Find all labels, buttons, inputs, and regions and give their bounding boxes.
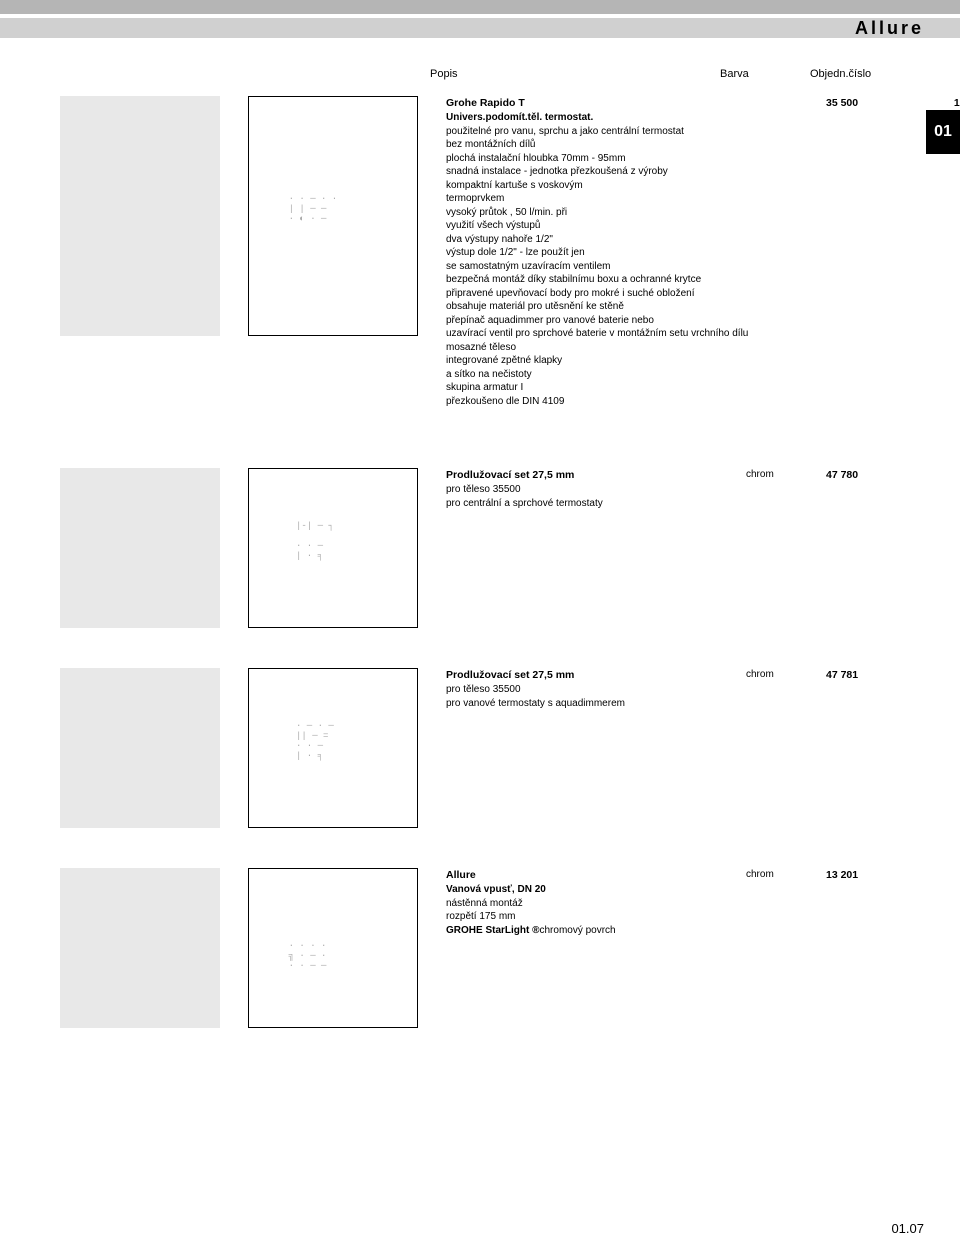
product-code: 47 780 [826, 468, 926, 482]
product-price: 4 113 [926, 668, 960, 682]
product-code: 35 500 [826, 96, 926, 110]
product-schematic: · · · ·╗ · ─ ·· · ─ ─ [248, 868, 418, 1028]
desc-line: skupina armatur I [446, 381, 960, 395]
brand-title-bar: Allure [0, 18, 960, 38]
product-barva: chrom [746, 668, 826, 682]
desc-line: mosazné těleso [446, 341, 960, 355]
desc-line: vysoký průtok , 50 l/min. při [446, 206, 960, 220]
product-description: Grohe Rapido T 35 500 10 596 Univers.pod… [446, 96, 960, 408]
product-photo [60, 868, 220, 1028]
desc-line: integrované zpětné klapky [446, 354, 960, 368]
col-popis: Popis [430, 68, 720, 80]
col-barva: Barva [720, 68, 810, 80]
desc-line: se samostatným uzavíracím ventilem [446, 260, 960, 274]
desc-line: pro vanové termostaty s aquadimmerem [446, 697, 960, 711]
product-subtitle-bold: Vanová vpusť, DN 20 [446, 883, 960, 897]
product-barva: chrom [746, 868, 826, 882]
desc-line: využití všech výstupů [446, 219, 960, 233]
trailer-rest: chromový povrch [539, 925, 615, 936]
section-tab: 01 [926, 110, 960, 154]
product-title: Prodlužovací set 27,5 mm [446, 468, 746, 482]
desc-line: termoprvkem [446, 192, 960, 206]
desc-line: pro těleso 35500 [446, 683, 960, 697]
product-row: · ─ · ─|| ─ =· · ─| · ╕ Prodlužovací set… [60, 668, 924, 828]
brand-title: Allure [855, 18, 924, 38]
col-cena: Cena [920, 68, 960, 80]
product-photo [60, 668, 220, 828]
product-description: Prodlužovací set 27,5 mm chrom 47 780 77… [446, 468, 960, 628]
product-photo [60, 96, 220, 336]
product-row: · · ─ · ·| | ─ ─· ◐ · ─ Grohe Rapido T 3… [60, 96, 924, 408]
desc-line: GROHE StarLight ®chromový povrch [446, 924, 960, 938]
desc-line: a sítko na nečistoty [446, 368, 960, 382]
desc-line: pro centrální a sprchové termostaty [446, 497, 960, 511]
desc-line: použitelné pro vanu, sprchu a jako centr… [446, 125, 960, 139]
product-schematic: |-| ─ ┐· · ─| · ╕ [248, 468, 418, 628]
product-price: 10 596 [926, 96, 960, 110]
page-number: 01.07 [891, 1221, 924, 1236]
col-objedn: Objedn.číslo [810, 68, 920, 80]
product-photo [60, 468, 220, 628]
desc-line: dva výstupy nahoře 1/2" [446, 233, 960, 247]
trailer-bold: GROHE StarLight ® [446, 925, 539, 936]
desc-line: výstup dole 1/2" - lze použít jen [446, 246, 960, 260]
product-barva: chrom [746, 468, 826, 482]
top-grey-bar [0, 0, 960, 14]
product-code: 13 201 [826, 868, 926, 882]
product-title: Prodlužovací set 27,5 mm [446, 668, 746, 682]
desc-line: bez montážních dílů [446, 138, 960, 152]
product-code: 47 781 [826, 668, 926, 682]
desc-line: uzavírací ventil pro sprchové baterie v … [446, 327, 960, 341]
product-row: |-| ─ ┐· · ─| · ╕ Prodlužovací set 27,5 … [60, 468, 924, 628]
desc-line: přezkoušeno dle DIN 4109 [446, 395, 960, 409]
product-subtitle: Univers.podomít.těl. termostat. [446, 111, 960, 125]
product-schematic: · ─ · ─|| ─ =· · ─| · ╕ [248, 668, 418, 828]
product-schematic: · · ─ · ·| | ─ ─· ◐ · ─ [248, 96, 418, 336]
desc-line: bezpečná montáž díky stabilnímu boxu a o… [446, 273, 960, 287]
desc-line: snadná instalace - jednotka přezkoušená … [446, 165, 960, 179]
product-row: · · · ·╗ · ─ ·· · ─ ─ Allure chrom 13 20… [60, 868, 924, 1028]
product-description: Prodlužovací set 27,5 mm chrom 47 781 4 … [446, 668, 960, 828]
desc-line: pro těleso 35500 [446, 483, 960, 497]
desc-line: přepínač aquadimmer pro vanové baterie n… [446, 314, 960, 328]
desc-line: obsahuje materiál pro utěsnění ke stěně [446, 300, 960, 314]
desc-line: připravené upevňovací body pro mokré i s… [446, 287, 960, 301]
product-description: Allure chrom 13 201 6 458 Vanová vpusť, … [446, 868, 960, 1028]
product-title: Allure [446, 868, 746, 882]
product-price: 6 458 [926, 868, 960, 882]
product-price: 771 [926, 468, 960, 482]
desc-line: rozpětí 175 mm [446, 910, 960, 924]
desc-line: kompaktní kartuše s voskovým [446, 179, 960, 193]
product-title: Grohe Rapido T [446, 96, 746, 110]
column-headers: Popis Barva Objedn.číslo Cena [60, 68, 924, 80]
desc-line: nástěnná montáž [446, 897, 960, 911]
page-body: Popis Barva Objedn.číslo Cena · · ─ · ·|… [0, 38, 960, 1066]
section-tab-label: 01 [934, 123, 952, 141]
desc-line: plochá instalační hloubka 70mm - 95mm [446, 152, 960, 166]
